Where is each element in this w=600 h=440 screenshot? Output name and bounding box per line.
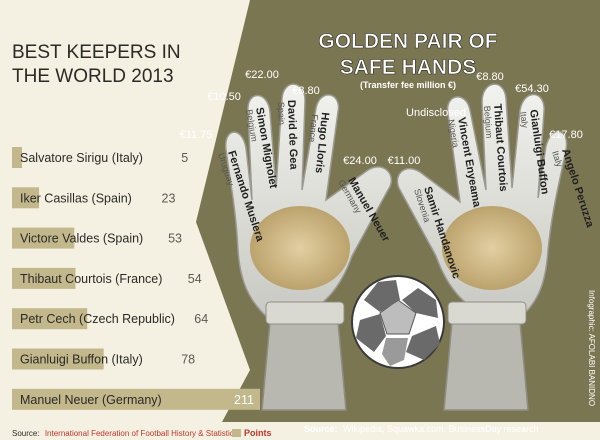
finger-player-country: Nigeria: [446, 119, 461, 149]
bar: [12, 187, 40, 209]
source-right-label: Source:: [304, 424, 338, 434]
chart-title-line-1: BEST KEEPERS IN: [12, 42, 181, 63]
legend-label: Points: [244, 428, 272, 438]
right-glove-graphic: [396, 83, 568, 411]
bar-value-label: 23: [162, 191, 176, 205]
bar-category-label: Thibaut Courtois (France): [20, 272, 162, 286]
bar-chart: Salvatore Sirigu (Italy) 5 Iker Casillas (…: [12, 147, 260, 410]
bar-category-label: Salvatore Sirigu (Italy): [20, 151, 143, 165]
bar-value-label: 54: [188, 272, 202, 286]
infographic-credit: Infographic: AFOLABI BANIDNO: [587, 290, 596, 406]
finger-player-country: Italy: [518, 111, 530, 129]
transfer-subtitle: (Transfer fee million €): [360, 80, 456, 90]
bar-value-label: 53: [168, 232, 182, 246]
chart-title-line-2: THE WORLD 2013: [12, 66, 174, 87]
bar-category-label: Manuel Neuer (Germany): [20, 393, 162, 407]
finger-player-name: David de Gea: [285, 100, 299, 171]
source-left-label: Source:: [12, 429, 40, 438]
bar-category-label: Gianluigi Buffon (Italy): [20, 353, 143, 367]
source-left-text: International Federation of Football His…: [45, 429, 234, 438]
finger-player-country: Italy: [550, 150, 565, 169]
bar: [12, 267, 76, 289]
bar-category-label: Iker Casillas (Spain): [20, 191, 132, 205]
source-left: Source: International Federation of Foot…: [12, 429, 234, 438]
football-graphic: [351, 275, 445, 369]
finger-transfer-fee: €54.30: [515, 83, 549, 95]
bar: [12, 388, 260, 410]
transfer-title-line-2: SAFE HANDS: [340, 56, 477, 79]
bar-category-label: Petr Cech (Czech Republic): [20, 312, 175, 326]
bar-value-label: 5: [181, 151, 188, 165]
finger-transfer-fee: €22.00: [245, 69, 279, 81]
finger-player-country: Spain: [276, 102, 287, 125]
finger-transfer-fee: €10.50: [207, 91, 241, 103]
bar-value-label: 78: [181, 353, 195, 367]
finger-transfer-fee: €11.75: [180, 129, 213, 141]
bar: [12, 308, 88, 330]
finger-transfer-fee: Undisclosed: [406, 107, 466, 119]
finger-transfer-fee: €17.80: [549, 129, 583, 141]
bar-value-label: 211: [234, 393, 254, 407]
finger-transfer-fee: €8.80: [292, 85, 320, 97]
finger-player-country: Belgium: [482, 105, 494, 138]
finger-transfer-fee: €8.80: [476, 71, 504, 83]
bar-value-label: 64: [194, 312, 208, 326]
finger-player-country: France: [307, 114, 320, 143]
source-right: Source: Wikipedia, Squawka.com, Business…: [304, 424, 539, 434]
bar: [12, 147, 22, 168]
bar-category-label: Victore Valdes (Spain): [20, 232, 143, 246]
bar: [12, 348, 104, 370]
left-glove-graphic: [225, 83, 393, 411]
source-right-text: Wikipedia, Squawka.com, BusinessDay rese…: [343, 424, 539, 434]
bar: [12, 227, 75, 249]
transfer-title-line-1: GOLDEN PAIR OF: [318, 30, 497, 53]
finger-transfer-fee: €24.00: [343, 155, 377, 167]
legend-swatch: [232, 429, 241, 437]
finger-transfer-fee: €11.00: [388, 155, 421, 167]
